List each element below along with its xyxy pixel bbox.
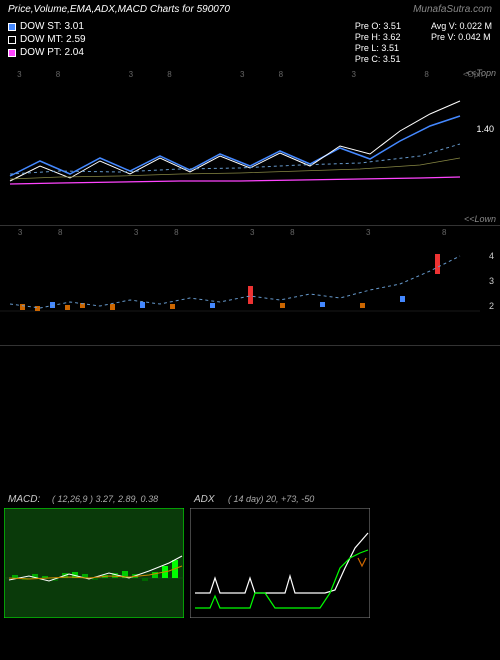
adx-params: ( 14 day) 20, +73, -50 [228, 494, 314, 504]
info-value: Pre L: 3.51 [355, 43, 401, 53]
adx-panel: ADX ( 14 day) 20, +73, -50 [190, 508, 370, 618]
legend-item: DOW PT: 2.04 [8, 47, 86, 58]
volume-panel: <<Lown 38383838 432 [0, 226, 500, 346]
date-tick: 8 [56, 70, 60, 79]
date-tick: 3 [240, 70, 244, 79]
date-tick: 8 [167, 70, 171, 79]
macd-params: ( 12,26,9 ) 3.27, 2.89, 0.38 [52, 494, 158, 504]
legend-item: DOW ST: 3.01 [8, 21, 86, 32]
legend-row: DOW ST: 3.01 DOW MT: 2.59 DOW PT: 2.04 Pre… [0, 19, 500, 66]
date-tick: 8 [279, 70, 283, 79]
volume-chart-svg [0, 226, 480, 336]
price-y-label: 1.40 [476, 124, 494, 134]
info-value: Avg V: 0.022 M [431, 21, 492, 31]
legend-swatch [8, 23, 16, 31]
legend-swatch [8, 49, 16, 57]
date-tick: 3 [134, 228, 138, 237]
info-value: Pre C: 3.51 [355, 54, 401, 64]
legend-label: DOW ST: 3.01 [20, 21, 84, 32]
date-tick: 3 [352, 70, 356, 79]
price-chart-svg [0, 66, 480, 216]
info-value: Pre V: 0.042 M [431, 32, 492, 42]
adx-title: ADX [194, 494, 215, 505]
date-tick: 3 [129, 70, 133, 79]
legend-swatch [8, 36, 16, 44]
info-value: Pre H: 3.62 [355, 32, 401, 42]
info-columns: Pre O: 3.51Pre H: 3.62Pre L: 3.51Pre C: … [355, 21, 492, 64]
date-tick: 3 [18, 228, 22, 237]
date-tick: 3 [250, 228, 254, 237]
date-tick: 8 [290, 228, 294, 237]
vol-y-tick: 3 [489, 276, 494, 286]
price-date-ticks: 38383838<Opn [0, 70, 500, 79]
vol-y-tick: 2 [489, 301, 494, 311]
legend-label: DOW PT: 2.04 [20, 47, 84, 58]
vol-date-ticks: 3 8 3 8 3 8 3 8 [0, 228, 500, 237]
macd-title: MACD: [8, 494, 40, 505]
date-tick: 8 [424, 70, 428, 79]
macd-panel: MACD: ( 12,26,9 ) 3.27, 2.89, 0.38 [4, 508, 184, 618]
bottom-panels: MACD: ( 12,26,9 ) 3.27, 2.89, 0.38 ADX (… [0, 504, 500, 622]
chart-header: Price,Volume,EMA,ADX,MACD Charts for 590… [0, 0, 500, 19]
legend-items: DOW ST: 3.01 DOW MT: 2.59 DOW PT: 2.04 [8, 21, 86, 64]
spacer [0, 346, 500, 486]
price-panel: 38383838<Opn <<Topn 1.40 [0, 66, 500, 226]
date-tick: 8 [442, 228, 446, 237]
info-col-vol: Avg V: 0.022 MPre V: 0.042 M [431, 21, 492, 64]
site-name: MunafaSutra.com [413, 4, 492, 15]
date-tick: 3 [366, 228, 370, 237]
price-top-label: <<Topn [466, 68, 496, 78]
date-tick: 3 [17, 70, 21, 79]
vol-y-tick: 4 [489, 251, 494, 261]
legend-item: DOW MT: 2.59 [8, 34, 86, 45]
date-tick: 8 [174, 228, 178, 237]
vol-label: <<Lown [464, 214, 496, 224]
legend-label: DOW MT: 2.59 [20, 34, 86, 45]
date-tick: 8 [58, 228, 62, 237]
chart-title: Price,Volume,EMA,ADX,MACD Charts for 590… [8, 4, 230, 15]
info-col-ohlc: Pre O: 3.51Pre H: 3.62Pre L: 3.51Pre C: … [355, 21, 401, 64]
macd-svg [4, 508, 184, 618]
info-value: Pre O: 3.51 [355, 21, 401, 31]
adx-svg [190, 508, 370, 618]
